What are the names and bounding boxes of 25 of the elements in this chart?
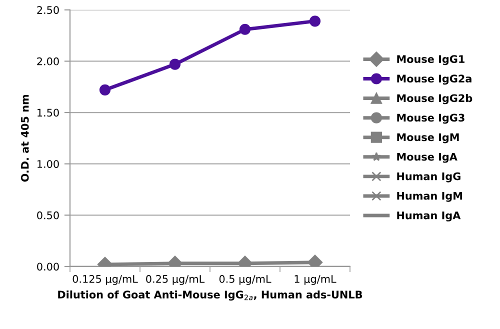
- x-tick-label: 1 µg/mL: [294, 275, 336, 285]
- legend-label: Mouse IgG2b: [397, 94, 472, 104]
- legend-label: Mouse IgM: [397, 133, 459, 144]
- y-tick-label: 1.50: [38, 108, 59, 117]
- y-tick-label: 1.00: [38, 160, 59, 168]
- legend-label: Mouse IgG2a: [397, 74, 472, 85]
- legend-label: Mouse IgG3: [397, 114, 464, 124]
- point: [309, 16, 321, 27]
- y-tick-label: 0.50: [37, 211, 59, 220]
- legend-label: Human IgG: [397, 172, 460, 182]
- point: [169, 58, 181, 70]
- y-tick-label: 0.00: [37, 262, 59, 271]
- x-tick-label: 0.125 µg/mL: [72, 275, 138, 285]
- y-tick-label: 2.00: [37, 57, 59, 66]
- y-tick-label: 2.50: [37, 6, 59, 14]
- legend-label: Human IgM: [397, 192, 462, 202]
- x-tick-label: 0.5 µg/mL: [219, 275, 272, 285]
- point: [239, 24, 251, 35]
- point: [99, 84, 111, 96]
- legend-label: Mouse IgG1: [397, 55, 464, 66]
- legend-label: Human IgA: [397, 212, 461, 222]
- x-axis-title: Dilution of Goat Anti-Mouse IgG$_{2a}$, Human ads-UNLB: [58, 290, 362, 301]
- legend-label: Mouse IgA: [397, 152, 458, 163]
- x-tick-label: 0.25 µg/mL: [146, 275, 205, 285]
- y-axis-title: O.D. at 405 nm: [20, 94, 29, 182]
